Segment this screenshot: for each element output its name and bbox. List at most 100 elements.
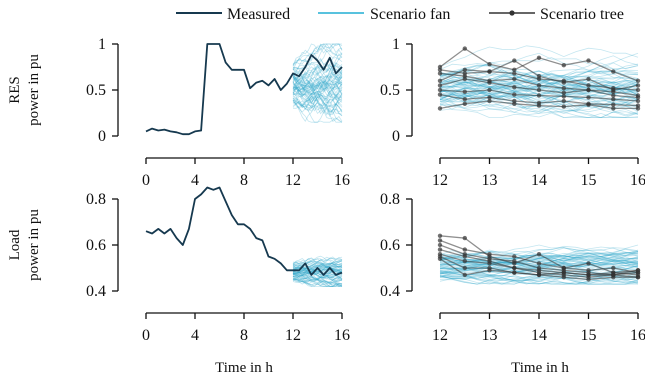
fan-line [292,273,343,283]
fan-line [439,57,639,79]
tree-node [611,265,616,271]
fan-line [439,252,639,270]
fan-line [292,274,342,287]
x-axis: 12 13 14 15 16 [432,312,645,344]
fan-line [439,255,639,268]
y-tick-label: 0.8 [86,191,106,208]
x-tick-label: 15 [581,327,597,344]
fan-line [292,266,343,276]
x-tick-label: 15 [581,172,597,189]
tree-node [437,256,443,261]
fan-line [292,83,342,123]
fan-line [292,255,343,267]
fan-line [292,261,343,269]
tree-node [561,90,566,96]
tree-node [462,67,467,73]
tree-node [586,83,591,88]
tree-node [487,87,492,93]
fan-line [292,98,343,113]
fan-line [292,85,343,108]
tree-node [561,86,566,91]
scenario-tree [437,46,641,111]
fan-line [439,55,639,82]
fan-line [292,75,343,95]
fan-line [292,77,343,92]
tree-node [487,261,492,266]
legend-fan-label: Scenario fan [370,6,450,23]
tree-node [586,76,591,82]
fan-line [292,261,343,271]
x-tick-label: 4 [191,327,199,344]
fan-line [439,69,639,86]
fan-line [292,269,342,278]
tree-node [536,103,542,108]
fan-line [292,271,343,280]
tree-node [462,46,467,51]
fan-line [292,96,343,118]
tree-node [561,78,566,84]
x-tick-label: 13 [482,172,498,189]
x-tick-label: 12 [285,172,301,189]
x-tick-label: 12 [432,327,448,344]
fan-line [292,91,343,112]
tree-node [635,78,641,84]
fan-line [439,244,639,261]
res-y-title-line2: power in pu [26,54,42,126]
fan-line [292,80,343,117]
fan-line [292,256,343,266]
tree-node [462,258,467,264]
load-y-title-line2: power in pu [26,209,42,281]
fan-line [292,81,343,97]
fan-line [439,52,639,78]
tree-node [635,87,641,93]
tree-node [462,272,467,278]
y-tick-label: 0.6 [380,237,400,254]
fan-line [292,275,343,285]
fan-line [439,256,639,269]
scenario-tree [437,233,641,282]
tree-node [437,67,443,73]
fan-line [292,80,343,103]
tree-node [437,238,443,243]
fan-line [292,78,343,105]
fan-line [439,255,639,263]
tree-node [462,97,467,102]
fan-line [292,272,343,286]
fan-line [292,271,343,282]
tree-node [487,80,492,85]
fan-line [292,273,343,282]
tree-node [437,106,443,111]
tree-node [536,76,542,82]
x-axis: 0 4 8 12 16 [142,312,350,344]
fan-line [292,264,343,274]
tree-node [611,97,616,102]
y-tick-label: 0 [392,128,400,145]
tree-node [536,83,542,88]
x-title-left: Time in h [215,360,273,376]
tree-node [536,87,542,93]
tree-node [635,83,641,88]
legend-measured-label: Measured [227,6,290,23]
tree-node [586,261,591,266]
legend-tree-marker [509,10,515,16]
tree-node [462,89,467,95]
measured-line [145,186,343,276]
fan-line [439,252,639,273]
fan-line [439,247,639,267]
tree-node [586,277,591,282]
tree-node [437,71,443,76]
tree-node [487,61,492,67]
tree-node [611,106,616,111]
x-tick-label: 0 [142,172,150,189]
x-tick-label: 13 [482,327,498,344]
legend: Measured Scenario fan Scenario tree [176,6,624,23]
fan-line [292,73,343,111]
x-axis: 12 13 14 15 16 [432,157,645,189]
fan-line [439,270,639,285]
fan-line [292,81,343,103]
fan-line [292,84,343,115]
tree-node [536,55,542,60]
tree-node [437,92,443,97]
fan-line [439,273,639,285]
